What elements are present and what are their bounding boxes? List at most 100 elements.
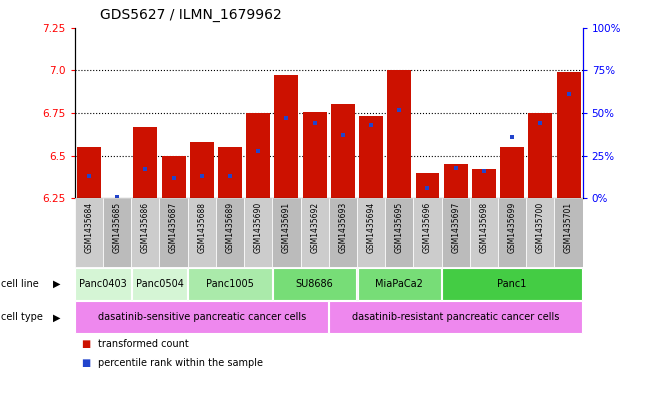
Text: cell type: cell type (1, 312, 43, 322)
Text: GSM1435697: GSM1435697 (451, 202, 460, 253)
Text: MiaPaCa2: MiaPaCa2 (376, 279, 423, 289)
Bar (413, 198, 441, 267)
Bar (500, 147, 524, 198)
Bar (529, 113, 552, 198)
Text: GSM1435687: GSM1435687 (169, 202, 178, 253)
Text: GSM1435690: GSM1435690 (254, 202, 263, 253)
Bar (132, 268, 187, 300)
Text: transformed count: transformed count (98, 339, 188, 349)
Bar (187, 198, 216, 267)
Bar (244, 198, 272, 267)
Bar (103, 301, 132, 334)
Text: GSM1435692: GSM1435692 (310, 202, 319, 253)
Bar (444, 164, 467, 198)
Bar (357, 267, 385, 301)
Bar (498, 301, 526, 334)
Bar (216, 301, 244, 334)
Text: GSM1435699: GSM1435699 (508, 202, 517, 253)
Bar (272, 301, 301, 334)
Bar (272, 267, 301, 301)
Bar (413, 267, 441, 301)
Bar (329, 267, 357, 301)
Bar (526, 301, 555, 334)
Text: GSM1435685: GSM1435685 (113, 202, 122, 253)
Text: ▶: ▶ (53, 312, 61, 322)
Bar (246, 113, 270, 198)
Bar (159, 198, 187, 267)
Bar (133, 127, 158, 198)
Text: GSM1435695: GSM1435695 (395, 202, 404, 253)
Bar (555, 267, 583, 301)
Text: ■: ■ (81, 358, 90, 368)
Bar (329, 301, 357, 334)
Bar (301, 267, 329, 301)
Bar (441, 301, 470, 334)
Bar (329, 301, 582, 333)
Bar (385, 301, 413, 334)
Bar (470, 267, 498, 301)
Text: SU8686: SU8686 (296, 279, 333, 289)
Text: GSM1435689: GSM1435689 (225, 202, 234, 253)
Text: GSM1435688: GSM1435688 (197, 202, 206, 253)
Bar (387, 70, 411, 198)
Bar (161, 156, 186, 198)
Bar (187, 267, 216, 301)
Bar (76, 301, 328, 333)
Bar (385, 198, 413, 267)
Bar (331, 105, 355, 198)
Text: dasatinib-sensitive pancreatic cancer cells: dasatinib-sensitive pancreatic cancer ce… (98, 312, 306, 322)
Bar (470, 198, 498, 267)
Bar (498, 267, 526, 301)
Bar (190, 142, 214, 198)
Bar (272, 198, 301, 267)
Bar (357, 268, 441, 300)
Text: GDS5627 / ILMN_1679962: GDS5627 / ILMN_1679962 (100, 8, 282, 22)
Bar (359, 116, 383, 198)
Bar (442, 268, 582, 300)
Bar (75, 267, 103, 301)
Bar (329, 198, 357, 267)
Bar (273, 268, 356, 300)
Text: GSM1435686: GSM1435686 (141, 202, 150, 253)
Bar (187, 301, 216, 334)
Bar (103, 198, 132, 267)
Text: percentile rank within the sample: percentile rank within the sample (98, 358, 262, 368)
Bar (357, 301, 385, 334)
Text: ■: ■ (81, 339, 90, 349)
Bar (415, 173, 439, 198)
Bar (472, 169, 496, 198)
Bar (555, 301, 583, 334)
Bar (216, 267, 244, 301)
Text: GSM1435684: GSM1435684 (85, 202, 94, 253)
Bar (385, 267, 413, 301)
Bar (244, 267, 272, 301)
Bar (301, 301, 329, 334)
Bar (557, 72, 581, 198)
Text: GSM1435694: GSM1435694 (367, 202, 376, 253)
Bar (441, 267, 470, 301)
Bar (216, 198, 244, 267)
Bar (413, 301, 441, 334)
Text: GSM1435693: GSM1435693 (339, 202, 348, 253)
Bar (159, 267, 187, 301)
Bar (441, 198, 470, 267)
Bar (76, 268, 131, 300)
Bar (75, 198, 103, 267)
Bar (103, 267, 132, 301)
Bar (244, 301, 272, 334)
Bar (218, 147, 242, 198)
Bar (132, 198, 159, 267)
Bar (159, 301, 187, 334)
Bar (526, 267, 555, 301)
Bar (303, 112, 327, 198)
Bar (77, 147, 101, 198)
Bar (132, 267, 159, 301)
Bar (526, 198, 555, 267)
Text: GSM1435700: GSM1435700 (536, 202, 545, 253)
Bar (188, 268, 271, 300)
Text: GSM1435701: GSM1435701 (564, 202, 573, 253)
Bar (555, 198, 583, 267)
Bar (275, 75, 298, 198)
Text: cell line: cell line (1, 279, 39, 289)
Text: GSM1435698: GSM1435698 (479, 202, 488, 253)
